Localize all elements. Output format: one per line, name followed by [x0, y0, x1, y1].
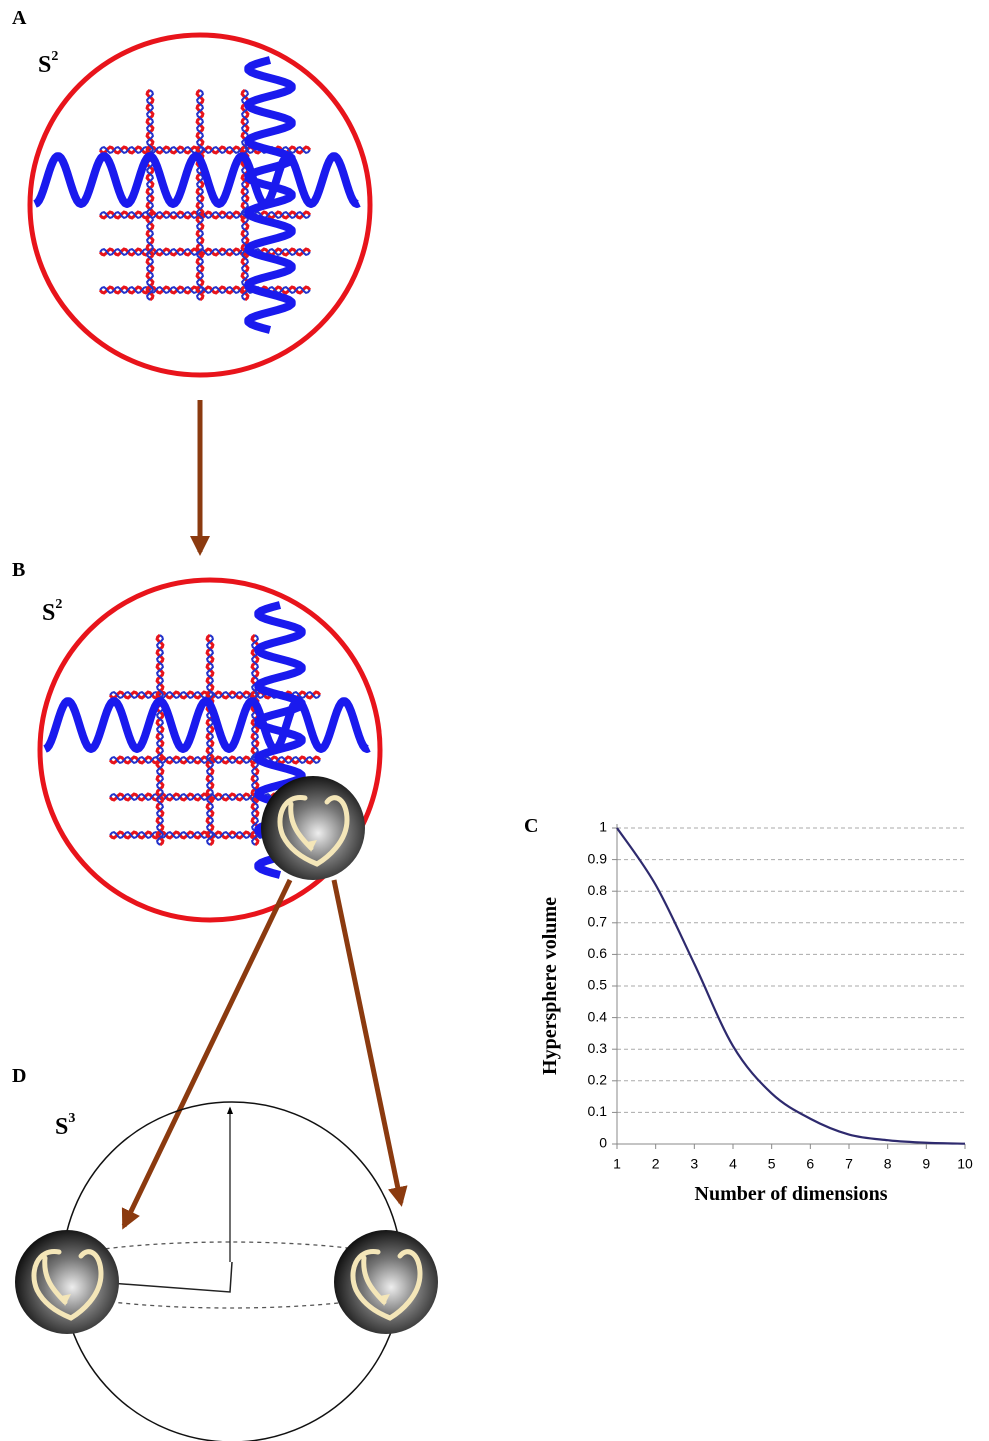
strand	[240, 89, 250, 301]
x-tick-label: 1	[613, 1156, 621, 1172]
ball	[15, 1230, 119, 1334]
strand	[109, 755, 321, 765]
x-tick-label: 10	[957, 1156, 973, 1172]
x-tick-label: 6	[806, 1156, 814, 1172]
radius	[109, 1261, 233, 1293]
sphere-label: S2	[42, 597, 62, 626]
y-tick-label: 0.1	[588, 1103, 608, 1119]
sphere-s2	[37, 577, 383, 923]
x-tick-label: 2	[652, 1156, 660, 1172]
panel-label: D	[12, 1065, 26, 1087]
sphere-label: S3	[55, 1111, 75, 1140]
sphere-symbol: S	[55, 1114, 68, 1140]
arrow	[331, 879, 408, 1207]
sphere-label: S2	[38, 49, 58, 78]
x-tick-label: 9	[922, 1156, 930, 1172]
y-tick-label: 0.4	[588, 1008, 608, 1024]
y-tick-label: 0.2	[588, 1072, 608, 1088]
panel-label: B	[12, 559, 25, 581]
network	[43, 601, 371, 879]
y-tick-label: 0.7	[588, 914, 608, 930]
sphere-dimension: 3	[68, 1111, 75, 1126]
strand	[205, 634, 215, 846]
y-tick-label: 0.3	[588, 1040, 608, 1056]
sphere-dimension: 2	[55, 597, 62, 612]
panel-label: A	[12, 7, 27, 29]
y-tick-label: 0.9	[588, 850, 608, 866]
panel-label: C	[524, 815, 538, 837]
y-tick-label: 1	[599, 819, 607, 835]
x-tick-label: 3	[690, 1156, 698, 1172]
x-axis-label: Number of dimensions	[695, 1183, 888, 1205]
network	[33, 56, 361, 334]
sphere-s2	[27, 32, 373, 378]
ball	[334, 1230, 438, 1334]
strand	[99, 210, 311, 220]
x-tick-label: 8	[884, 1156, 892, 1172]
x-tick-label: 4	[729, 1156, 737, 1172]
polymer-helix	[244, 56, 296, 334]
y-tick-label: 0	[599, 1135, 607, 1151]
y-axis-label: Hypersphere volume	[539, 897, 561, 1075]
strand	[99, 247, 311, 257]
sphere-dimension: 2	[51, 49, 58, 64]
y-tick-label: 0.5	[588, 977, 608, 993]
chart: 0 0.1 0.2 0.3 0.4 0.5 0.6 0.7 0.8 0.9 1 1 2 3 4 5 6 7 8 9 10…	[539, 819, 973, 1205]
strand	[250, 634, 260, 846]
x-tick-label: 7	[845, 1156, 853, 1172]
x-tick-label: 5	[768, 1156, 776, 1172]
y-tick-label: 0.6	[588, 945, 608, 961]
sphere-symbol: S	[38, 52, 51, 78]
polymer-wave	[33, 152, 361, 208]
polymer-helix	[254, 601, 306, 879]
y-tick-label: 0.8	[588, 882, 608, 898]
polymer-wave	[43, 697, 371, 753]
strand	[145, 89, 155, 301]
sphere-symbol: S	[42, 600, 55, 626]
strand	[155, 634, 165, 846]
ball	[261, 776, 365, 880]
strand	[99, 285, 311, 295]
strand	[195, 89, 205, 301]
arrow	[121, 878, 293, 1230]
data-line	[616, 827, 966, 1145]
